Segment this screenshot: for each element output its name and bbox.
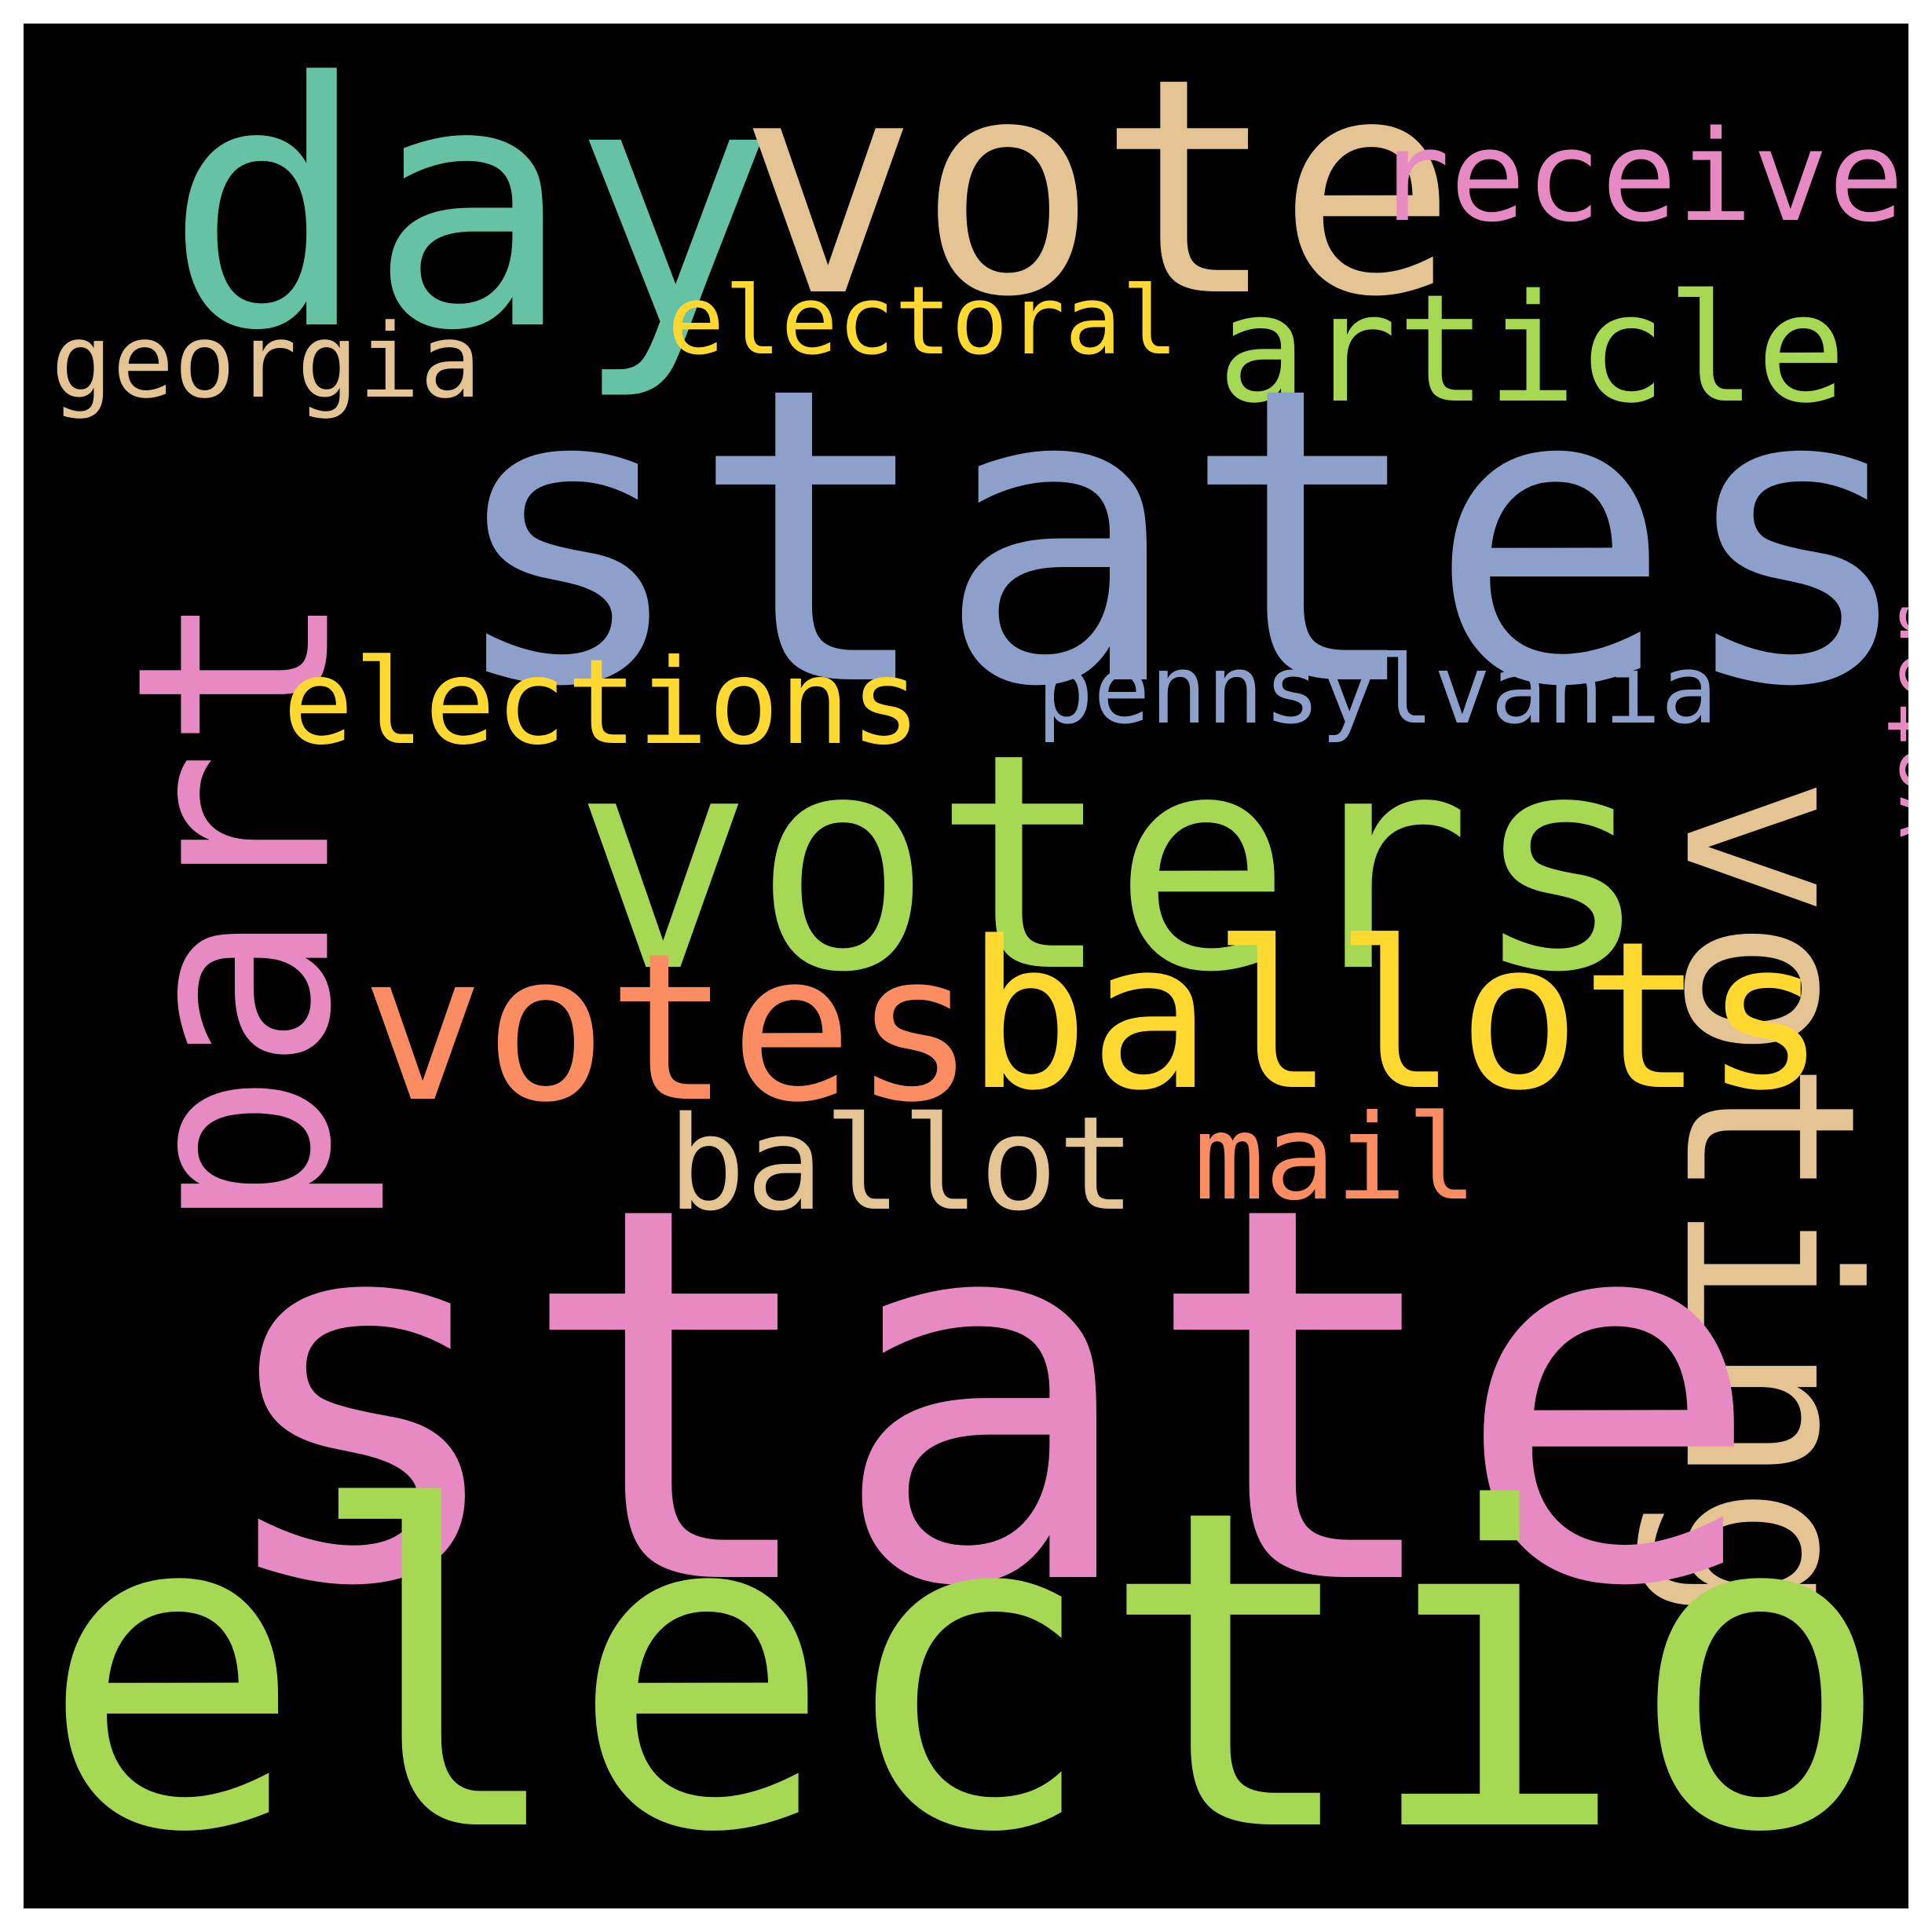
word-cloud-canvas: day vote receive electoral article georg… [24,24,1908,1908]
word-elections: elections [283,635,921,771]
word-article: article [1217,262,1846,436]
word-ballot: ballot [668,1089,1136,1239]
word-ballots: ballots [966,898,1827,1136]
word-election: election [39,1417,1908,1908]
word-vote: vote [738,24,1458,362]
word-state: state [204,1096,1765,1700]
word-receive: receive [1374,103,1905,250]
word-mail: mail [1194,1090,1478,1227]
word-electoral: electoral [668,267,1179,376]
word-pennsylvania: pennsylvania [1037,636,1718,745]
word-states: states [444,300,1908,776]
word-voters: voters [573,690,1652,1037]
word-day: day [165,24,775,404]
word-georgia: georgia [51,302,481,421]
word-votes: votes [361,910,976,1147]
